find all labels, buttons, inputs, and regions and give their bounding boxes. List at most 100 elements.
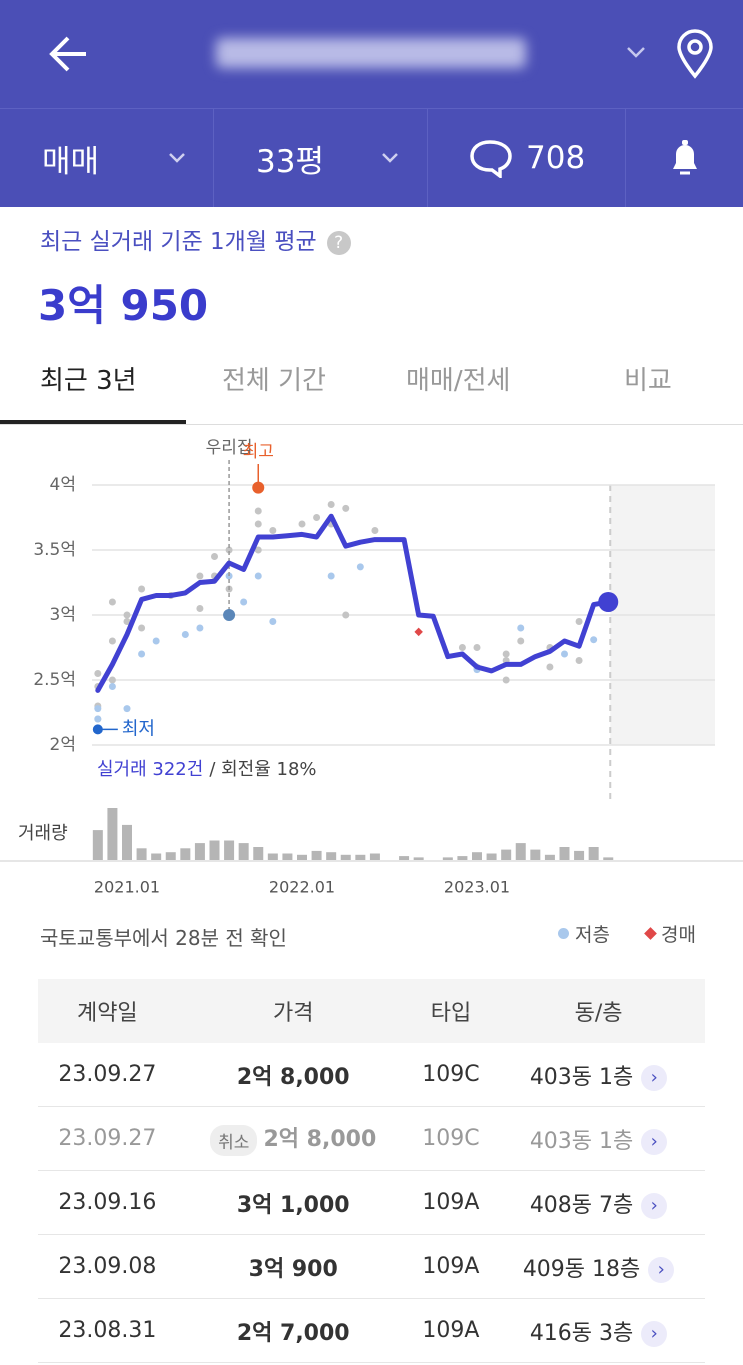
- top-bar: [0, 0, 743, 108]
- comments-button[interactable]: 708: [428, 109, 626, 207]
- legend-label: 저층: [575, 924, 610, 946]
- volume-bar: [224, 840, 235, 860]
- tab-underline: [0, 420, 186, 424]
- period-tab[interactable]: 비교: [624, 366, 672, 396]
- deal-point: [138, 624, 146, 632]
- cell-text: 109A: [422, 1318, 480, 1343]
- summary-label-text: 최근 실거래 기준 1개월 평균: [40, 229, 317, 255]
- trade-type-select[interactable]: 매매: [0, 109, 214, 207]
- cell-text: 2억 8,000: [263, 1127, 377, 1153]
- volume-bar: [399, 856, 410, 860]
- deal-point: [313, 514, 321, 521]
- cell: 23.09.27: [38, 1043, 177, 1107]
- table-header: 계약일 가격 타입 동/층: [38, 979, 705, 1043]
- help-icon[interactable]: ?: [326, 230, 351, 255]
- cell-text: 23.09.27: [58, 1126, 157, 1151]
- deal-point: [502, 676, 510, 684]
- volume-bar: [472, 852, 482, 860]
- legend-low-floor: 저층: [558, 920, 610, 947]
- size-select[interactable]: 33평: [214, 109, 428, 207]
- cell: 109A: [409, 1234, 493, 1299]
- deal-row[interactable]: 23.09.08 3억 900 109A 409동 18층 ›: [38, 1234, 705, 1299]
- cell-text: 3억 900: [248, 1256, 338, 1282]
- deal-point: [196, 605, 204, 612]
- volume-bar: [194, 843, 205, 860]
- deal-row[interactable]: 23.09.16 3억 1,000 109A 408동 7층 ›: [38, 1170, 705, 1235]
- deal-point: [517, 637, 525, 645]
- price-line: [95, 513, 611, 693]
- cell: 416동 3층 ›: [492, 1298, 705, 1363]
- auction-point: [414, 627, 423, 637]
- row-arrow: ›: [641, 1320, 668, 1347]
- deal-point: [546, 663, 554, 671]
- volume-bar: [267, 853, 278, 860]
- deal-row[interactable]: 23.09.27 2억 8,000 109C 403동 1층 ›: [38, 1043, 705, 1107]
- deal-point: [94, 670, 102, 677]
- deal-point: [94, 705, 102, 713]
- back-button[interactable]: [46, 30, 94, 78]
- home-point: [223, 609, 236, 621]
- turnover: / 회전율 18%: [209, 759, 316, 780]
- cell: 109C: [409, 1106, 493, 1171]
- cell-text: 109A: [422, 1190, 480, 1215]
- period-tab[interactable]: 최근 3년: [40, 366, 137, 396]
- deal-point: [575, 618, 583, 625]
- cell-text: 409동 18층: [522, 1256, 641, 1282]
- volume-bar: [92, 830, 103, 860]
- high-point: [252, 481, 265, 494]
- legend-dot: [558, 928, 569, 939]
- volume-bar: [486, 853, 497, 860]
- alert-button[interactable]: [626, 109, 743, 207]
- cell-text: 109C: [422, 1126, 480, 1151]
- volume-bar: [501, 849, 512, 860]
- deal-point: [269, 527, 277, 534]
- volume-bar: [107, 808, 118, 860]
- volume-label: 거래량: [18, 823, 68, 844]
- deal-point: [108, 598, 116, 606]
- volume-bar: [326, 852, 337, 860]
- period-tab[interactable]: 매매/전세: [406, 366, 511, 396]
- cell: 3억 1,000: [176, 1170, 410, 1235]
- cancel-badge: 취소: [210, 1124, 258, 1156]
- low-point: [92, 724, 103, 735]
- cell: 409동 18층 ›: [492, 1234, 705, 1299]
- period-tab[interactable]: 전체 기간: [222, 366, 326, 396]
- comment-count: 708: [526, 140, 586, 176]
- x-tick-label: 2022.01: [269, 878, 335, 897]
- title-dropdown[interactable]: [624, 44, 648, 62]
- deal-row[interactable]: 23.08.31 2억 7,000 109A 416동 3층 ›: [38, 1298, 705, 1363]
- filter-bar: 매매 33평 708: [0, 108, 743, 207]
- cell: 취소 2억 8,000: [176, 1106, 410, 1171]
- deal-point: [356, 563, 364, 571]
- y-tick-label: 4억: [50, 475, 76, 495]
- deal-point: [123, 611, 131, 619]
- tab-divider: [0, 424, 743, 425]
- cell-text: 23.09.08: [58, 1254, 157, 1279]
- volume-bar: [165, 852, 176, 860]
- volume-bar: [297, 854, 307, 860]
- price-chart: 2억 2.5억 3억 3.5억 4억 2021.01 2022.01 2023.01 거래량 우리…: [0, 438, 743, 897]
- deal-point: [108, 676, 116, 684]
- deal-point: [590, 636, 598, 644]
- x-tick-label: 2023.01: [444, 878, 510, 897]
- deal-point: [473, 644, 481, 651]
- deal-point: [138, 585, 146, 593]
- deal-point: [342, 611, 350, 619]
- table-body: 23.09.27 2억 8,000 109C 403동 1층 › 23.09.27 취소 2억…: [38, 1043, 705, 1363]
- size: 33평: [256, 143, 324, 180]
- column-header: 계약일: [38, 979, 177, 1043]
- volume-bar: [238, 843, 249, 860]
- volume-bar: [340, 854, 351, 860]
- cell: 23.09.16: [38, 1170, 177, 1235]
- volume-bar: [574, 850, 585, 860]
- deal-row[interactable]: 23.09.27 취소 2억 8,000 109C 403동 1층 ›: [38, 1106, 705, 1171]
- deal-point: [123, 705, 131, 713]
- cell-text: 403동 1층: [529, 1064, 634, 1090]
- location-button[interactable]: [674, 28, 716, 80]
- cell: 2억 7,000: [176, 1298, 410, 1363]
- volume-bar: [355, 854, 366, 860]
- cell: 109A: [409, 1170, 493, 1235]
- y-tick-label: 2억: [50, 735, 76, 755]
- volume-bar: [515, 843, 526, 860]
